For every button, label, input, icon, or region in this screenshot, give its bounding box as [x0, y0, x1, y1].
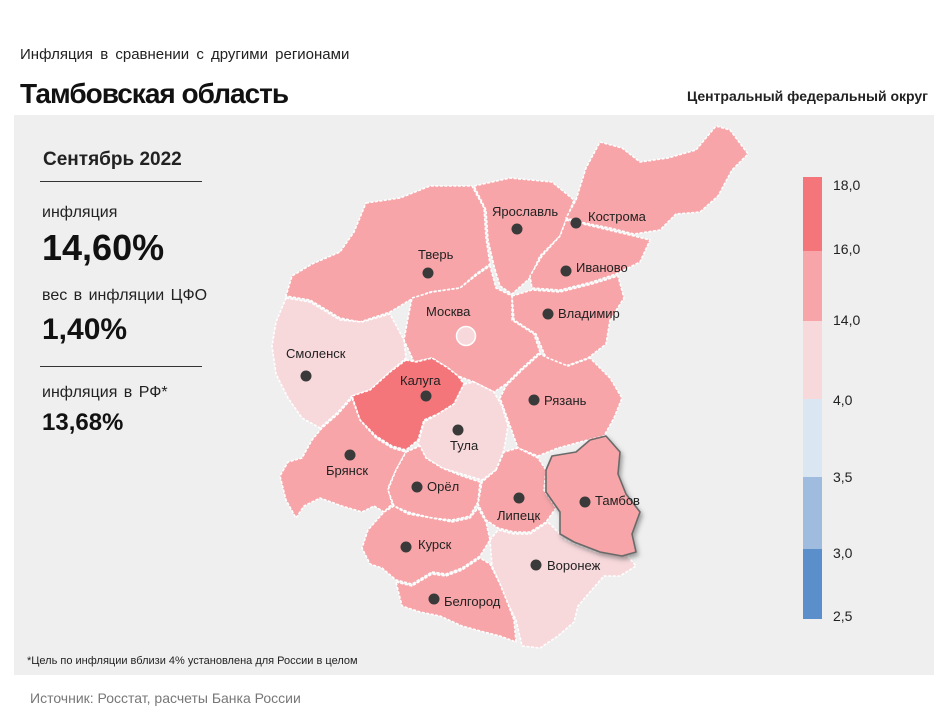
city-dot	[400, 541, 412, 553]
district-label: Центральный федеральный округ	[686, 88, 928, 104]
subtitle: Инфляция в сравнении с другими регионами	[20, 46, 350, 63]
region-smolensk[interactable]	[271, 297, 407, 429]
legend-band-blue-dark	[803, 549, 822, 619]
region-tambov[interactable]	[545, 435, 641, 557]
region-kaluga[interactable]	[351, 357, 465, 451]
divider	[40, 366, 202, 367]
city-dot	[542, 308, 554, 320]
legend-band-mid	[803, 251, 822, 321]
city-dot	[428, 593, 440, 605]
region-label-tambov: Тамбов	[595, 493, 640, 508]
region-tver[interactable]	[285, 185, 491, 323]
inflation-label: инфляция	[42, 204, 118, 221]
region-ivanovo[interactable]	[529, 219, 651, 291]
region-vladimir[interactable]	[511, 275, 625, 367]
city-dot	[579, 496, 591, 508]
legend-tick: 18,0	[833, 177, 860, 193]
city-dot	[560, 265, 572, 277]
region-label-voronezh: Воронеж	[547, 558, 601, 573]
weight-label: вес в инфляции ЦФО	[42, 287, 208, 304]
city-dot	[530, 559, 542, 571]
legend-band-blue-light	[803, 399, 822, 477]
city-dot	[511, 223, 523, 235]
region-label-yaroslavl: Ярославль	[492, 204, 558, 219]
source-note: Источник: Росстат, расчеты Банка России	[30, 690, 301, 706]
region-yaroslavl[interactable]	[473, 177, 575, 295]
russia-inflation-value: 13,68%	[42, 409, 124, 436]
legend-tick: 3,5	[833, 469, 853, 485]
region-label-smolensk: Смоленск	[286, 346, 346, 361]
region-voronezh[interactable]	[489, 521, 637, 649]
legend-band-low	[803, 321, 822, 399]
footnote: *Цель по инфляции вблизи 4% установлена …	[27, 655, 358, 667]
legend-band-blue-mid	[803, 477, 822, 549]
region-kursk[interactable]	[361, 505, 491, 585]
region-label-tula: Тула	[450, 438, 479, 453]
city-dot	[528, 394, 540, 406]
city-dot	[513, 492, 525, 504]
region-label-moskva: Москва	[426, 304, 471, 319]
region-label-tver: Тверь	[418, 247, 454, 262]
region-label-kaluga: Калуга	[400, 373, 441, 388]
region-label-orel: Орёл	[427, 479, 459, 494]
region-label-kostroma: Кострома	[588, 209, 647, 224]
region-belgorod[interactable]	[395, 557, 517, 643]
stats-panel: Сентябрь 2022 инфляция 14,60% вес в инфл…	[14, 115, 254, 515]
russia-inflation-label: инфляция в РФ*	[42, 384, 168, 401]
legend-tick: 4,0	[833, 392, 853, 408]
page-title: Тамбовская область	[20, 78, 289, 109]
city-dot	[411, 481, 423, 493]
region-orel[interactable]	[387, 445, 481, 521]
legend-band-high	[803, 177, 822, 251]
legend-tick: 3,0	[833, 545, 853, 561]
region-kostroma[interactable]	[565, 125, 749, 235]
legend-tick: 16,0	[833, 241, 860, 257]
city-dot	[452, 424, 464, 436]
region-bryansk[interactable]	[279, 397, 407, 519]
city-dot	[344, 449, 356, 461]
region-label-ryazan: Рязань	[544, 393, 587, 408]
inflation-value: 14,60%	[42, 227, 165, 268]
city-dot	[420, 390, 432, 402]
region-label-kursk: Курск	[418, 537, 452, 552]
moscow-city-marker	[455, 325, 477, 347]
region-ryazan[interactable]	[499, 353, 623, 457]
legend-tick: 2,5	[833, 608, 853, 624]
region-label-bryansk: Брянск	[326, 463, 368, 478]
region-lipetsk[interactable]	[477, 447, 557, 533]
color-legend: 18,0 16,0 14,0 4,0 3,5 3,0 2,5	[803, 177, 860, 624]
weight-value: 1,40%	[42, 313, 128, 346]
legend-tick: 14,0	[833, 312, 860, 328]
region-label-belgorod: Белгород	[444, 594, 501, 609]
city-dot	[422, 267, 434, 279]
region-label-lipetsk: Липецк	[497, 508, 541, 523]
region-labels: Ярославль Кострома Тверь Иваново Москва …	[286, 204, 647, 609]
divider	[40, 181, 202, 182]
region-label-vladimir: Владимир	[558, 306, 620, 321]
region-label-ivanovo: Иваново	[576, 260, 628, 275]
city-dot	[300, 370, 312, 382]
city-dot	[570, 217, 582, 229]
period-label: Сентябрь 2022	[43, 149, 182, 170]
